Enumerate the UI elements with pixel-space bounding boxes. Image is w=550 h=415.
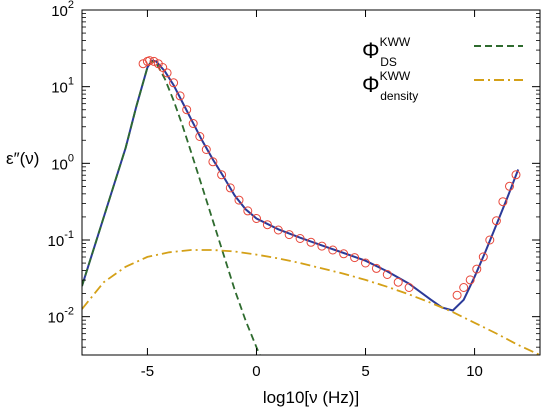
data-point bbox=[295, 234, 305, 243]
data-point bbox=[459, 283, 469, 292]
data-point bbox=[169, 78, 179, 88]
data-point bbox=[472, 264, 482, 274]
data-point bbox=[252, 214, 261, 223]
data-point bbox=[478, 252, 488, 262]
data-point bbox=[361, 258, 370, 268]
data-point bbox=[350, 253, 360, 263]
y-tick-label: 10-1 bbox=[48, 229, 74, 250]
series-line-2 bbox=[82, 60, 261, 355]
data-point bbox=[188, 119, 198, 128]
data-point bbox=[404, 283, 414, 292]
data-point bbox=[217, 170, 227, 180]
data-point bbox=[393, 277, 403, 287]
y-tick-label: 101 bbox=[51, 76, 74, 97]
data-point bbox=[234, 195, 244, 205]
data-point bbox=[195, 132, 205, 141]
y-tick-label: 102 bbox=[51, 0, 74, 20]
data-point bbox=[149, 56, 159, 66]
data-point bbox=[243, 206, 253, 216]
y-tick-label: 100 bbox=[51, 152, 74, 173]
data-point bbox=[371, 263, 381, 273]
data-point bbox=[328, 245, 338, 255]
y-tick-label: 10-2 bbox=[48, 306, 74, 327]
data-point bbox=[511, 170, 521, 180]
data-point bbox=[182, 105, 192, 115]
data-point bbox=[201, 145, 211, 154]
data-point bbox=[317, 241, 327, 251]
x-tick-label: -5 bbox=[141, 363, 154, 380]
x-tick-label: 0 bbox=[252, 363, 260, 380]
data-point bbox=[306, 237, 316, 247]
data-point bbox=[498, 197, 508, 207]
data-point bbox=[225, 183, 235, 193]
legend-label-0: ΦKWW DS bbox=[362, 35, 411, 69]
legend-label-1: ΦKWW density bbox=[362, 69, 418, 103]
data-point bbox=[465, 275, 475, 285]
data-point bbox=[158, 63, 168, 72]
data-point bbox=[175, 91, 185, 101]
data-point bbox=[505, 181, 514, 191]
data-point bbox=[452, 290, 462, 300]
data-point bbox=[262, 220, 272, 230]
data-point bbox=[273, 225, 283, 235]
y-axis-label: ε″(ν) bbox=[6, 149, 39, 168]
data-point bbox=[145, 56, 155, 66]
data-point bbox=[284, 230, 294, 240]
data-point bbox=[382, 270, 392, 279]
x-axis-label: log10[ν (Hz)] bbox=[263, 388, 359, 407]
data-point bbox=[339, 249, 349, 259]
x-tick-label: 10 bbox=[466, 363, 483, 380]
plot-frame bbox=[81, 9, 541, 356]
data-point bbox=[491, 216, 501, 226]
data-point bbox=[208, 157, 218, 167]
x-tick-label: 5 bbox=[361, 363, 369, 380]
data-point bbox=[162, 68, 172, 78]
data-point bbox=[485, 235, 495, 245]
